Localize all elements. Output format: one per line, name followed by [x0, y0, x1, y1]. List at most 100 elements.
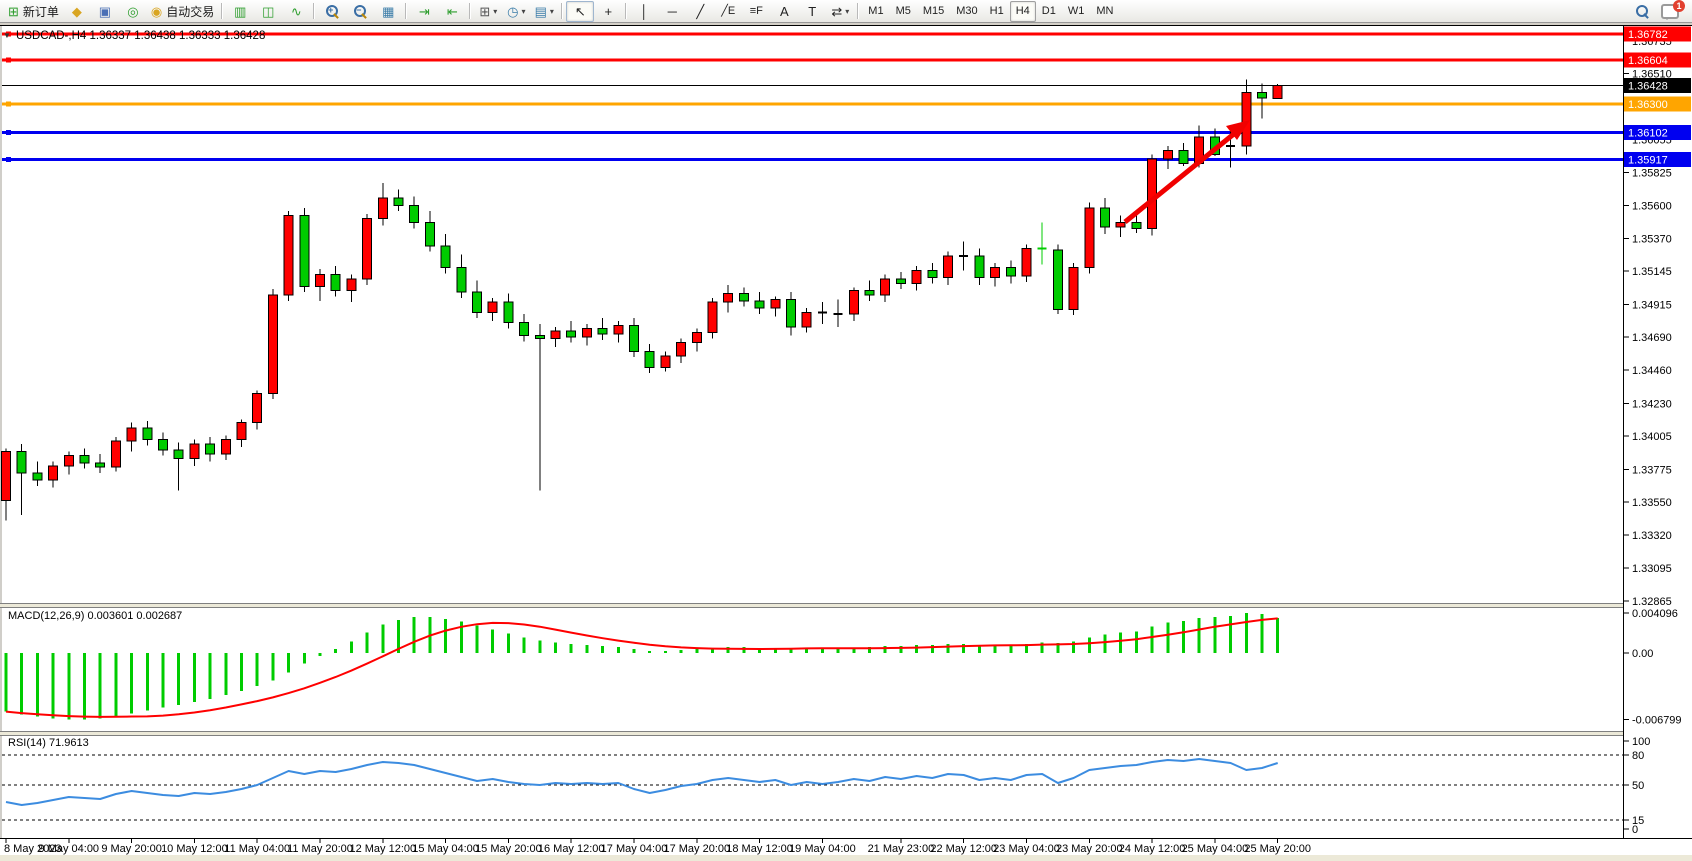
- auto-scroll-icon: ⇤: [446, 3, 458, 19]
- bear-candle: [1100, 207, 1110, 228]
- periods-icon: ◷: [507, 3, 519, 19]
- macd-histogram-bar: [585, 645, 589, 653]
- toolbar-separator: [625, 3, 628, 19]
- time-tick-label: 23 May 20:00: [1056, 843, 1123, 855]
- signal-icon-icon: ◎: [127, 3, 139, 19]
- bull-candle: [362, 217, 373, 280]
- chart-plot-area[interactable]: [2, 26, 1623, 604]
- macd-histogram-bar: [648, 651, 652, 653]
- macd-histogram-bar: [365, 632, 369, 653]
- macd-histogram-bar: [224, 653, 228, 695]
- time-tick-label: 24 May 12:00: [1119, 843, 1186, 855]
- terminal-icon-button[interactable]: ▣: [91, 1, 119, 22]
- candlestick-chart-button[interactable]: ◫: [254, 1, 282, 22]
- bar-chart-icon: ▥: [234, 3, 247, 19]
- cursor-button[interactable]: ↖: [566, 0, 595, 22]
- symbol-dropdown-icon[interactable]: ▼: [3, 31, 11, 40]
- trendline-button[interactable]: ╱: [686, 1, 714, 22]
- timeframe-m5-button[interactable]: M5: [895, 5, 911, 17]
- timeframe-m30-button[interactable]: M30: [956, 5, 978, 17]
- timeframe-m1-button[interactable]: M1: [868, 5, 884, 17]
- macd-histogram-bar: [4, 653, 8, 712]
- macd-histogram-bar: [1197, 617, 1201, 653]
- bull-candle: [110, 440, 121, 468]
- price-line-badge-text: 1.36604: [1628, 55, 1668, 67]
- time-tick-label: 22 May 12:00: [930, 843, 997, 855]
- tile-windows-button[interactable]: ▦: [374, 1, 402, 22]
- line-handle-left[interactable]: [6, 130, 11, 136]
- macd-histogram-bar: [993, 645, 997, 653]
- macd-histogram-bar: [177, 653, 181, 705]
- timeframe-d1-button[interactable]: D1: [1041, 5, 1056, 17]
- bull-candle: [848, 290, 859, 315]
- macd-histogram-bar: [412, 616, 416, 653]
- chat-bubble-icon: 1: [1661, 0, 1685, 20]
- bear-candle: [597, 327, 608, 335]
- crosshair-button[interactable]: +: [594, 1, 622, 22]
- notifications-button[interactable]: 1: [1656, 0, 1685, 22]
- fibonacci-button[interactable]: ≡F: [742, 1, 770, 22]
- bear-candle: [16, 450, 27, 474]
- line-chart-icon: ∿: [290, 3, 302, 19]
- timeframe-h4-button[interactable]: H4: [1009, 0, 1036, 22]
- bull-candle: [911, 269, 922, 284]
- new-order-button[interactable]: ⊞ 新订单: [4, 1, 63, 22]
- line-handle-left[interactable]: [6, 156, 11, 162]
- macd-histogram-bar: [1134, 631, 1138, 653]
- bull-candle: [613, 324, 624, 335]
- horizontal-line-button[interactable]: ─: [658, 1, 686, 22]
- shift-end-button[interactable]: ⇥: [410, 1, 438, 22]
- autotrading-button[interactable]: ◉ 自动交易: [147, 1, 218, 22]
- macd-histogram-bar: [1087, 637, 1091, 653]
- search-button[interactable]: [1628, 1, 1656, 22]
- bull-candle: [723, 293, 734, 303]
- macd-histogram-bar: [569, 644, 573, 653]
- bear-candle: [79, 455, 90, 464]
- price-axis: 1.367351.365101.362801.360551.358251.356…: [1623, 25, 1692, 838]
- line-chart-button[interactable]: ∿: [282, 1, 310, 22]
- toolbar-separator: [561, 3, 564, 19]
- vertical-line-button[interactable]: │: [630, 1, 658, 22]
- zoom-out-icon: −: [353, 4, 367, 19]
- macd-histogram-bar: [883, 646, 887, 653]
- bear-candle: [1131, 222, 1142, 229]
- templates-button[interactable]: ▤ ▾: [530, 1, 558, 22]
- bear-candle: [519, 321, 530, 337]
- arrows-icon: ⇄: [831, 3, 843, 19]
- trend-arrow-annotation[interactable]: [1123, 120, 1250, 224]
- auto-scroll-button[interactable]: ⇤: [438, 1, 466, 22]
- periods-button[interactable]: ◷ ▾: [502, 1, 530, 22]
- macd-histogram-bar: [915, 645, 919, 653]
- text-label-button[interactable]: T: [798, 1, 826, 22]
- gem-icon-button[interactable]: ◆: [63, 1, 91, 22]
- bear-candle: [974, 255, 985, 279]
- text-button[interactable]: A: [770, 1, 798, 22]
- bear-candle: [644, 350, 655, 368]
- timeframe-h1-button[interactable]: H1: [989, 5, 1004, 17]
- signal-icon-button[interactable]: ◎: [119, 1, 147, 22]
- rsi-tick-label: 50: [1632, 780, 1644, 792]
- timeframe-w1-button[interactable]: W1: [1067, 5, 1085, 17]
- arrows-button[interactable]: ⇄ ▾: [826, 1, 854, 22]
- new-order-icon: ⊞: [8, 3, 19, 19]
- zoom-in-button[interactable]: +: [318, 1, 346, 22]
- time-tick-label: 12 May 12:00: [349, 843, 416, 855]
- line-handle-left[interactable]: [6, 31, 11, 37]
- channel-button[interactable]: ╱E: [714, 1, 742, 22]
- bull-candle: [267, 294, 278, 394]
- new-chart-button[interactable]: ⊞ ▾: [474, 1, 502, 22]
- line-handle-left[interactable]: [6, 101, 11, 107]
- macd-histogram-bar: [1244, 612, 1248, 653]
- fibonacci-icon: ≡F: [749, 4, 763, 17]
- time-tick-label: 23 May 04:00: [993, 843, 1060, 855]
- timeframe-m15-button[interactable]: M15: [922, 5, 945, 17]
- line-handle-left[interactable]: [6, 57, 11, 63]
- bull-candle: [676, 342, 687, 357]
- timeframe-mn-button[interactable]: MN: [1096, 5, 1114, 17]
- bull-candle: [236, 421, 247, 441]
- bar-chart-button[interactable]: ▥: [226, 1, 254, 22]
- zoom-out-button[interactable]: −: [346, 1, 374, 22]
- macd-signal-line: [5, 617, 1278, 718]
- main-toolbar: ⊞ 新订单 ◆ ▣ ◎ ◉ 自动交易 ▥ ◫ ∿ + − ▦ ⇥ ⇤ ⊞ ▾ ◷ ▾ ▤ ▾ ↖ + │ ─ ╱ ╱E ≡F A T ⇄ ▾ M…: [0, 0, 1692, 23]
